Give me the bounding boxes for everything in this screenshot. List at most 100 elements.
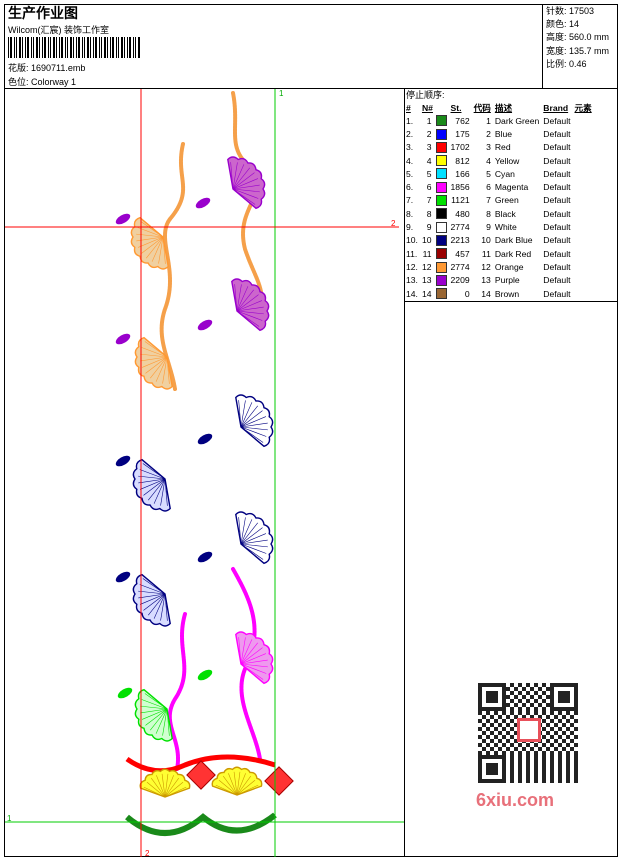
flower-white-1-ray — [240, 422, 268, 428]
scale-label: 比例: — [546, 58, 567, 69]
leaf-blue-2 — [197, 433, 213, 445]
color-swatch — [435, 128, 447, 140]
color-swatch — [435, 208, 447, 220]
flower-purple-top-right-ray — [232, 167, 250, 190]
colors-label: 颜色: — [546, 19, 567, 30]
color-swatch — [435, 221, 447, 233]
design-label: 花版: — [8, 63, 29, 73]
flower-blue-1-ray — [138, 475, 166, 480]
flower-blue-2-ray — [160, 593, 166, 621]
cell-swatch — [434, 274, 449, 287]
flower-orange-mid-left-ray — [141, 347, 168, 358]
cell-brand: Default — [543, 208, 571, 219]
cell-n: 12 — [421, 261, 432, 272]
cell-code: 8 — [486, 208, 491, 219]
flower-yellow-2-ray — [236, 784, 259, 796]
cell-desc: White — [494, 222, 517, 233]
height-label: 高度: — [546, 32, 567, 43]
table-row: 2. 2 175 2 Blue Default — [404, 127, 594, 140]
studio-name: Wilcom(汇宸) 装饰工作室 — [8, 25, 109, 35]
cell-idx: 7. — [406, 195, 414, 206]
height-value: 560.0 mm — [569, 32, 610, 43]
colorway-value: Colorway 1 — [31, 77, 77, 87]
column-header: # — [406, 102, 411, 113]
flower-purple-top-right-ray — [230, 162, 234, 190]
flower-white-2-ray — [240, 539, 268, 545]
leaf-green-1 — [117, 687, 133, 699]
cell-st: 166 — [455, 168, 470, 179]
scale-value: 0.46 — [569, 58, 587, 69]
flower-magenta-ray — [240, 639, 253, 665]
cell-desc: Black — [494, 208, 516, 219]
flower-purple-top-right-ray — [232, 172, 255, 190]
flower-purple-top-right-ray — [232, 188, 256, 205]
flower-white-1-ray — [240, 400, 246, 428]
cell-st: 2213 — [450, 235, 470, 246]
cell-st: 175 — [455, 128, 470, 139]
flower-blue-2-ray — [138, 590, 166, 595]
table-row: 7. 7 1121 7 Green Default — [404, 194, 594, 207]
flower-orange-top-left-ray — [140, 221, 164, 238]
flower-orange-mid-left — [134, 336, 173, 390]
flower-orange-top-left-ray — [146, 236, 164, 259]
flower-white-2-ray — [240, 522, 258, 545]
flower-magenta-ray — [240, 637, 246, 665]
cell-desc: Blue — [494, 128, 513, 139]
cell-element — [573, 114, 594, 127]
table-row: 4. 4 812 4 Yellow Default — [404, 154, 594, 167]
column-header: 元素 — [574, 102, 592, 113]
flower-blue-1-ray — [139, 478, 166, 490]
leaf-blue-4 — [197, 551, 213, 563]
flower-white-1-ray — [240, 405, 258, 428]
flower-green-ray — [141, 699, 168, 710]
cell-code: 12 — [481, 261, 491, 272]
flower-purple-mid-right-ray — [236, 294, 259, 312]
cell-st: 0 — [464, 288, 470, 299]
leaf-blue-3 — [115, 571, 131, 583]
cell-idx: 14. — [406, 288, 418, 299]
color-swatch — [435, 115, 447, 127]
flower-white-2-ray — [240, 533, 267, 545]
cell-idx: 11. — [406, 248, 418, 259]
flower-blue-2-ray — [153, 593, 166, 619]
cell-n: 3 — [426, 142, 432, 153]
flower-yellow-2-ray — [236, 775, 252, 796]
cell-swatch — [434, 114, 449, 127]
cell-desc: Brown — [494, 288, 520, 299]
cell-brand: Default — [543, 275, 571, 286]
vine-magenta-right — [231, 567, 262, 761]
cell-idx: 1. — [406, 115, 414, 126]
color-swatch — [435, 155, 447, 167]
cell-desc: Magenta — [494, 182, 529, 193]
cell-code: 10 — [481, 235, 491, 246]
flower-yellow-2-ray — [218, 779, 238, 796]
flower-yellow-2 — [211, 766, 263, 796]
cell-n: 10 — [421, 235, 432, 246]
table-row: 3. 3 1702 3 Red Default — [404, 141, 594, 154]
leaf-purple-3 — [115, 333, 131, 345]
cell-swatch — [434, 247, 449, 260]
flower-white-2-ray — [240, 543, 268, 548]
cell-desc: Purple — [494, 275, 520, 286]
diamond-red-1 — [186, 760, 216, 790]
cell-code: 7 — [486, 195, 491, 206]
flower-yellow-1-ray — [146, 781, 166, 798]
cell-swatch — [434, 234, 449, 247]
cell-element — [573, 127, 594, 140]
flower-yellow-2-ray — [215, 784, 238, 796]
color-swatch — [435, 274, 447, 286]
flower-green-ray — [144, 693, 168, 710]
flower-blue-2-ray — [139, 593, 166, 605]
cell-element — [573, 207, 594, 220]
column-header: 描述 — [494, 102, 513, 113]
leaf-green-2 — [197, 669, 213, 681]
cell-idx: 6. — [406, 182, 414, 193]
flower-purple-top-right-ray — [232, 162, 238, 190]
table-row: 14. 14 0 14 Brown Default — [404, 287, 594, 300]
flower-yellow-1-ray — [164, 773, 169, 798]
cell-element — [573, 287, 594, 300]
cell-code: 4 — [486, 155, 491, 166]
cell-brand: Default — [543, 115, 571, 126]
table-row: 8. 8 480 8 Black Default — [404, 207, 594, 220]
flower-blue-2-ray — [148, 593, 166, 616]
